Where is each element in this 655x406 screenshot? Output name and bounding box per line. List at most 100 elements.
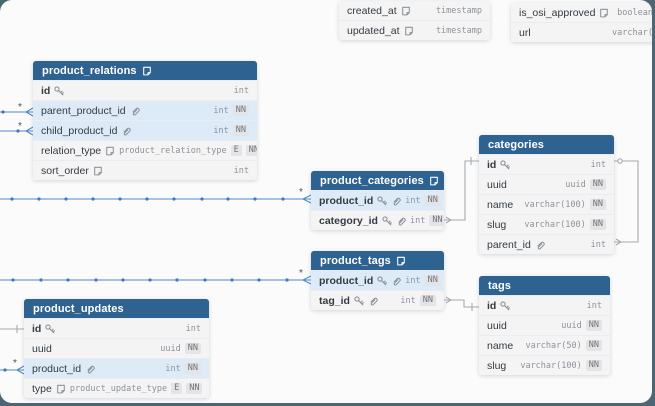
relation-line-product-updates-id[interactable] <box>0 325 24 333</box>
cardinality-many-label: * <box>18 102 22 113</box>
not-null-badge: NN <box>585 359 602 372</box>
note-icon <box>94 166 102 175</box>
note-icon <box>430 176 438 185</box>
column-name: sort_order <box>41 164 89 177</box>
table-product-relations[interactable]: product_relations id int parent_product_… <box>33 61 257 180</box>
column-row[interactable]: product_id int NN <box>24 358 209 378</box>
column-type: int <box>233 85 249 96</box>
table-title: product_updates <box>33 302 124 315</box>
column-row[interactable]: relation_type product_relation_type E NN <box>33 140 257 160</box>
column-row[interactable]: name varchar(50) NN <box>479 335 610 355</box>
table-product-updates[interactable]: product_updates id int uuid uuid NN prod… <box>24 299 209 398</box>
column-row[interactable]: slug varchar(100) NN <box>479 355 610 375</box>
crowfoot-icon <box>25 107 34 117</box>
column-name: category_id <box>319 214 378 227</box>
link-icon <box>124 127 132 135</box>
note-icon <box>397 256 405 265</box>
note-icon <box>600 8 609 17</box>
column-row[interactable]: uuid uuid NN <box>479 315 610 335</box>
column-row[interactable]: id int <box>479 154 614 174</box>
column-name: id <box>487 158 497 171</box>
column-row[interactable]: id int <box>24 318 209 338</box>
column-type: int <box>590 159 606 170</box>
column-row[interactable]: created_at timestamp <box>339 1 490 20</box>
column-row[interactable]: is_osi_approved boolean <box>511 3 652 22</box>
table-tags[interactable]: tags id int uuid uuid NN name varchar(50… <box>479 276 610 375</box>
column-row[interactable]: child_product_id int NN <box>33 120 257 140</box>
line-vertex-dots[interactable] <box>10 197 285 201</box>
relation-line-product-updates-product[interactable] <box>0 365 25 375</box>
column-type: product_update_type <box>69 383 168 394</box>
crowfoot-icon <box>25 126 34 136</box>
table-header[interactable]: product_tags <box>311 251 444 270</box>
table-header[interactable]: categories <box>479 135 614 154</box>
not-null-badge: NN <box>424 274 441 287</box>
column-type: int <box>405 195 421 206</box>
table-header[interactable]: product_relations <box>33 61 257 80</box>
link-icon <box>537 241 545 249</box>
note-icon <box>401 6 410 15</box>
link-icon <box>87 365 95 373</box>
column-row[interactable]: uuid uuid NN <box>479 174 614 194</box>
column-row[interactable]: updated_at timestamp <box>339 20 490 40</box>
table-categories[interactable]: categories id int uuid uuid NN name varc… <box>479 135 614 254</box>
relation-line-child-product[interactable] <box>0 126 34 136</box>
relation-line-category[interactable] <box>444 157 479 224</box>
table-product-tags[interactable]: product_tags product_id int NN tag_id in… <box>311 251 444 310</box>
not-null-badge: NN <box>186 382 203 395</box>
column-type: int <box>233 165 249 176</box>
column-row[interactable]: url varchar( <box>511 22 652 42</box>
column-row[interactable]: id int <box>479 295 610 315</box>
column-name: slug <box>487 218 507 231</box>
column-type: uuid <box>160 343 181 354</box>
column-name: parent_id <box>487 238 531 251</box>
column-name: is_osi_approved <box>519 6 596 19</box>
column-row[interactable]: type product_update_type E NN <box>24 378 209 398</box>
column-row[interactable]: name varchar(100) NN <box>479 194 614 214</box>
column-type: int <box>405 275 421 286</box>
cardinality-many-label: * <box>299 187 303 198</box>
column-name: url <box>519 26 531 39</box>
column-row[interactable]: parent_product_id int NN <box>33 100 257 120</box>
relation-line-parent-product[interactable] <box>0 107 34 117</box>
line-vertex-dot[interactable] <box>1 110 5 114</box>
relation-line-category-self[interactable] <box>614 158 639 246</box>
column-type: int <box>165 363 181 374</box>
table-title: product_relations <box>42 64 137 77</box>
column-type: varchar(50) <box>525 340 582 351</box>
not-null-badge: NN <box>184 342 201 355</box>
column-row[interactable]: parent_id int <box>479 234 614 254</box>
column-name: id <box>487 299 497 312</box>
column-type: boolean <box>617 7 652 18</box>
column-row[interactable]: category_id int NN <box>311 210 444 230</box>
line-vertex-dots[interactable] <box>11 278 289 282</box>
column-row[interactable]: product_id int NN <box>311 190 444 210</box>
table-product-categories[interactable]: product_categories product_id int NN cat… <box>311 171 444 230</box>
column-type: int <box>185 323 201 334</box>
arrow-icon <box>615 238 623 246</box>
line-vertex-dot[interactable] <box>16 129 20 133</box>
column-type: int <box>400 295 416 306</box>
column-row[interactable]: sort_order int <box>33 160 257 180</box>
table-title: product_categories <box>320 174 424 187</box>
column-name: uuid <box>487 178 507 191</box>
relation-line-product-tags[interactable] <box>0 275 312 285</box>
relation-line-product-categories[interactable] <box>0 194 312 204</box>
column-name: type <box>32 382 52 395</box>
column-row[interactable]: slug varchar(100) NN <box>479 214 614 234</box>
column-row[interactable]: product_id int NN <box>311 270 444 290</box>
line-vertex-dot[interactable] <box>3 368 7 372</box>
table-partial-timestamps[interactable]: created_at timestamp updated_at timestam… <box>339 1 490 40</box>
column-row[interactable]: id int <box>33 80 257 100</box>
table-header[interactable]: product_updates <box>24 299 209 318</box>
note-icon <box>404 26 413 35</box>
table-partial-license[interactable]: is_osi_approved boolean url varchar( <box>511 3 652 42</box>
relation-line-tag[interactable] <box>444 296 479 311</box>
table-header[interactable]: product_categories <box>311 171 444 190</box>
table-title: tags <box>488 279 512 292</box>
table-header[interactable]: tags <box>479 276 610 295</box>
column-type: int <box>213 105 229 116</box>
column-row[interactable]: tag_id int NN <box>311 290 444 310</box>
column-row[interactable]: uuid uuid NN <box>24 338 209 358</box>
